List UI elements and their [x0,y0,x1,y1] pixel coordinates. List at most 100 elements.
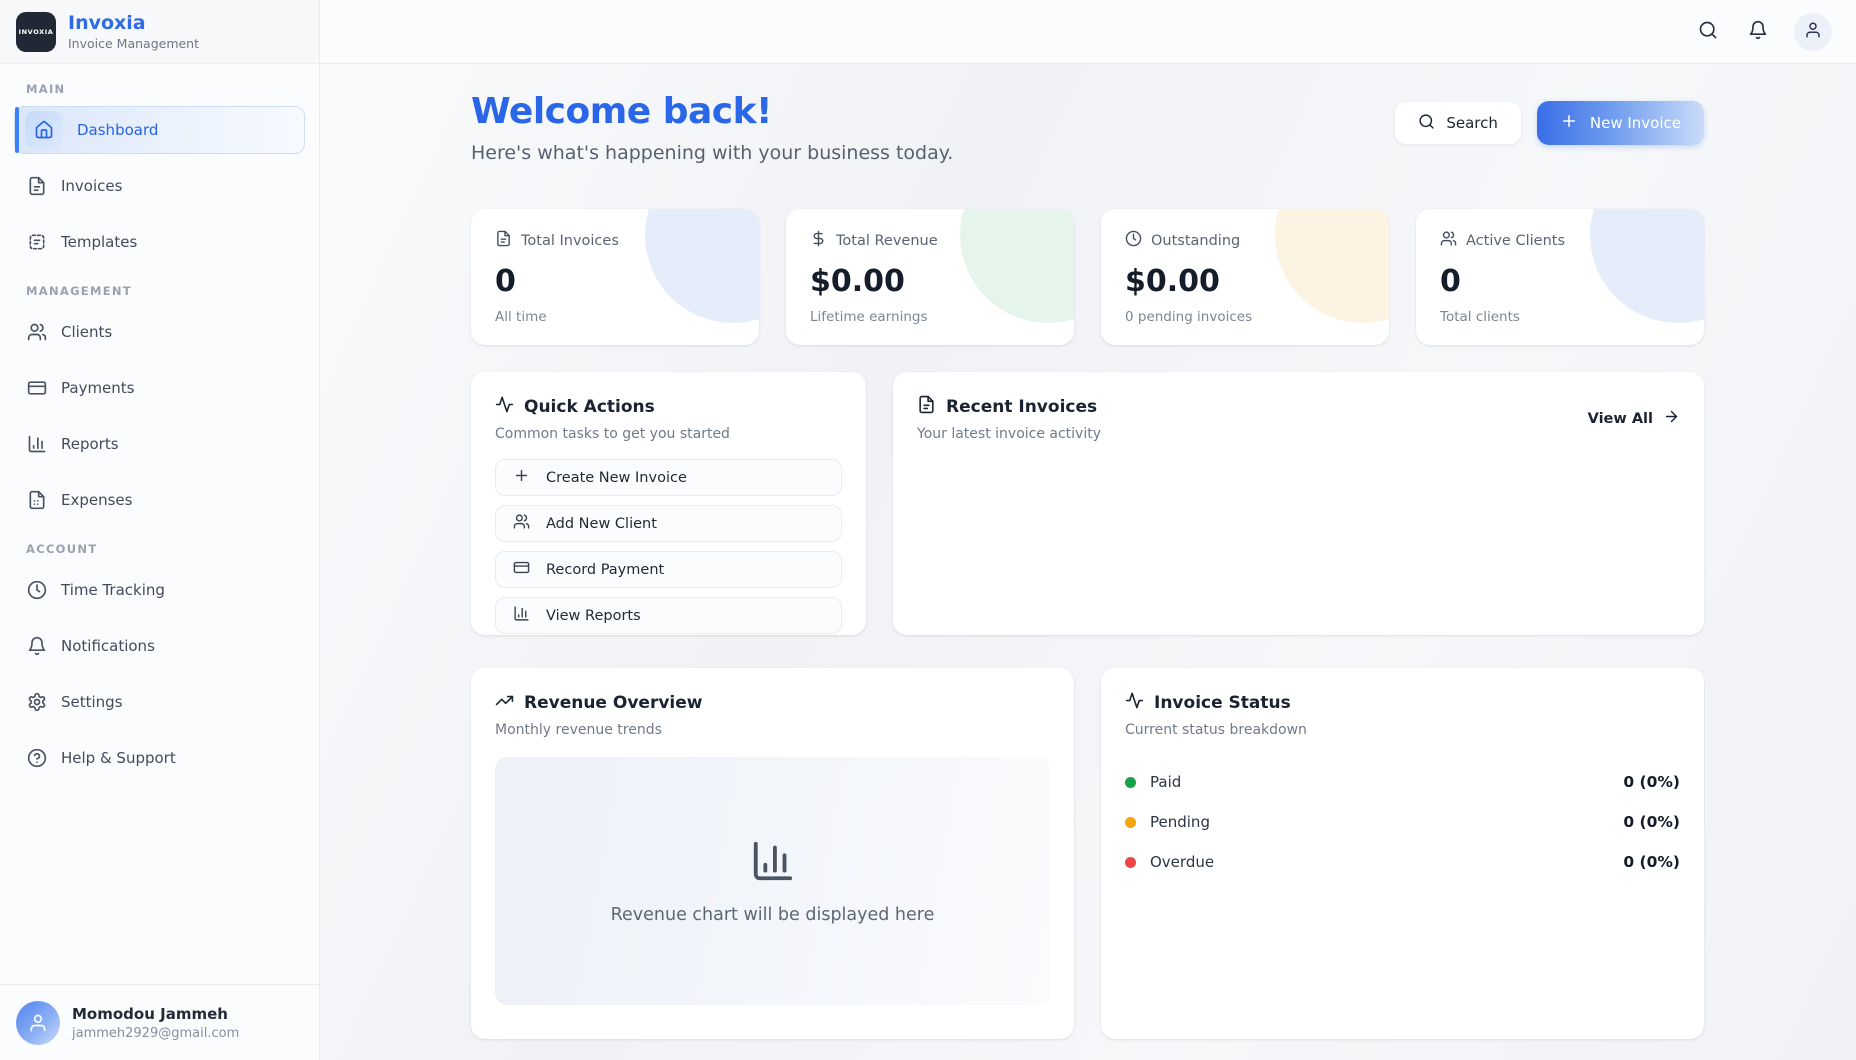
sidebar-item-label: Time Tracking [61,581,165,599]
create-new-invoice-button[interactable]: Create New Invoice [495,459,842,496]
clock-icon [1125,230,1142,251]
page-subtitle: Here's what's happening with your busine… [471,142,954,164]
status-row-paid: Paid 0 (0%) [1125,762,1680,802]
sidebar-item-help-support[interactable]: Help & Support [14,734,305,782]
stat-label: Total Invoices [521,232,619,249]
sidebar-item-payments[interactable]: Payments [14,364,305,412]
quick-actions-card: Quick Actions Common tasks to get you st… [471,372,866,635]
sidebar-item-clients[interactable]: Clients [14,308,305,356]
sidebar-item-notifications[interactable]: Notifications [14,622,305,670]
card-subtitle: Monthly revenue trends [495,722,662,738]
topbar-notifications-button[interactable] [1738,12,1778,52]
bell-icon [1748,20,1768,43]
status-value: 0 (0%) [1623,813,1680,831]
receipt-icon [27,490,47,510]
brand-name: Invoxia [68,11,146,34]
card-title: Quick Actions [524,396,655,417]
stat-value: $0.00 [810,264,905,299]
sidebar-item-label: Clients [61,323,113,341]
sidebar-item-label: Expenses [61,491,133,509]
sidebar-item-dashboard[interactable]: Dashboard [14,106,305,154]
stat-label: Outstanding [1151,232,1241,249]
view-all-label: View All [1587,410,1653,427]
topbar-search-button[interactable] [1688,12,1728,52]
placeholder-text: Revenue chart will be displayed here [610,904,935,925]
file-text-icon [495,230,512,251]
search-button-label: Search [1446,114,1498,132]
sidebar: INVOXIA Invoxia Invoice Management MAIN … [0,0,320,1060]
topbar-profile-button[interactable] [1794,12,1832,51]
plus-icon [513,467,530,488]
page-title: Welcome back! [471,91,772,132]
sidebar-item-label: Templates [61,233,138,251]
sidebar-item-label: Reports [61,435,119,453]
file-text-icon [27,176,47,196]
bar-chart-icon [513,605,530,626]
stat-value: 0 [495,264,516,299]
add-new-client-button[interactable]: Add New Client [495,505,842,542]
search-button[interactable]: Search [1394,101,1522,145]
help-circle-icon [27,748,47,768]
stat-sublabel: All time [495,309,547,325]
sidebar-item-templates[interactable]: Templates [14,218,305,266]
users-icon [1440,230,1457,251]
record-payment-button[interactable]: Record Payment [495,551,842,588]
bell-icon [27,636,47,656]
dollar-sign-icon [810,230,827,251]
status-row-overdue: Overdue 0 (0%) [1125,842,1680,882]
stat-card-active-clients: Active Clients 0 Total clients [1416,209,1704,345]
active-accent-bar [15,107,19,153]
quick-actions-list: Create New Invoice Add New Client Record… [495,459,842,634]
sidebar-item-label: Help & Support [61,749,176,767]
view-all-button[interactable]: View All [1588,408,1680,429]
new-invoice-button[interactable]: New Invoice [1536,101,1704,145]
stat-label: Total Revenue [836,232,938,249]
template-icon [27,232,47,252]
stat-cards-row: Total Invoices 0 All time Total Revenue … [471,209,1704,345]
nav-section-main: MAIN [26,82,66,96]
sidebar-item-invoices[interactable]: Invoices [14,162,305,210]
sidebar-item-label: Payments [61,379,135,397]
file-text-icon [917,395,936,418]
stat-sublabel: 0 pending invoices [1125,309,1253,325]
stat-sublabel: Total clients [1440,309,1520,325]
header-actions: Search New Invoice [1394,101,1704,145]
sidebar-item-reports[interactable]: Reports [14,420,305,468]
credit-card-icon [513,559,530,580]
view-reports-button[interactable]: View Reports [495,597,842,634]
search-icon [1418,113,1435,134]
sidebar-item-settings[interactable]: Settings [14,678,305,726]
sidebar-user-card[interactable]: Momodou Jammeh jammeh2929@gmail.com [0,984,319,1060]
overdue-status-dot [1125,856,1136,868]
users-icon [513,513,530,534]
sidebar-nav: MAIN Dashboard Invoices Templates MANAGE… [0,64,319,984]
sidebar-item-time-tracking[interactable]: Time Tracking [14,566,305,614]
nav-section-account: ACCOUNT [26,542,98,556]
stat-label: Active Clients [1466,232,1565,249]
paid-status-dot [1125,776,1136,788]
search-icon [1698,20,1718,43]
brand-tagline: Invoice Management [68,36,200,52]
main-column: Welcome back! Here's what's happening wi… [320,0,1856,1060]
sidebar-item-label: Invoices [61,177,123,195]
user-name: Momodou Jammeh [72,1004,228,1023]
card-title: Revenue Overview [524,692,703,713]
invoxia-logo: INVOXIA [16,11,56,52]
clock-icon [27,580,47,600]
stat-sublabel: Lifetime earnings [810,309,928,325]
sidebar-item-expenses[interactable]: Expenses [14,476,305,524]
pending-status-dot [1125,816,1136,828]
credit-card-icon [27,378,47,398]
status-label: Overdue [1150,853,1215,871]
status-list: Paid 0 (0%) Pending 0 (0%) Overdue 0 (0%… [1125,762,1680,882]
status-label: Pending [1150,813,1210,831]
logo-text: INVOXIA [18,27,54,36]
topbar [320,0,1856,64]
plus-icon [1560,112,1578,134]
stat-value: 0 [1440,264,1461,299]
arrow-right-icon [1663,408,1680,429]
card-subtitle: Your latest invoice activity [917,426,1102,442]
status-row-pending: Pending 0 (0%) [1125,802,1680,842]
stat-card-outstanding: Outstanding $0.00 0 pending invoices [1101,209,1389,345]
